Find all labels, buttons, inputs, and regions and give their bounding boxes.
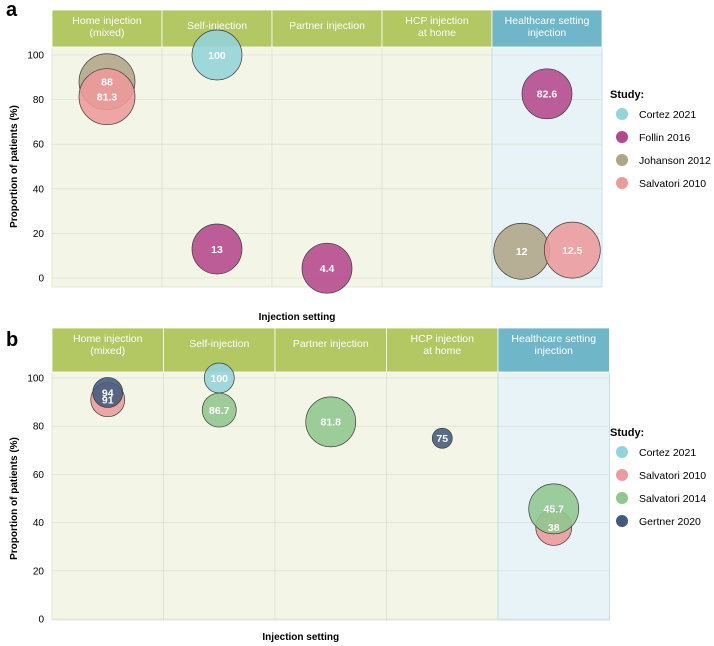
column-header-label: (mixed) — [89, 27, 124, 39]
x-axis-title: Injection setting — [262, 632, 339, 643]
column-header-bg — [51, 327, 164, 373]
column-header-bg — [497, 327, 610, 373]
column-header-bg — [381, 9, 493, 48]
y-axis-title: Proportion of patients (%) — [9, 437, 20, 560]
column-header-label: Partner injection — [289, 20, 365, 32]
legend-entry-label: Gertner 2020 — [639, 516, 701, 528]
legend-swatch — [616, 446, 628, 458]
legend-swatch — [616, 108, 628, 120]
bubble-data-label: 81.3 — [97, 92, 118, 104]
bubble-data-label: 100 — [210, 373, 228, 385]
bubble-data-label: 38 — [548, 522, 560, 534]
column-header-label: Self-injection — [189, 338, 249, 350]
bubble-data-label: 12 — [516, 246, 528, 258]
bubble-point — [301, 242, 353, 294]
legend-swatch — [616, 492, 628, 504]
column-header-bg — [271, 9, 383, 48]
legend-entry-label: Cortez 2021 — [639, 109, 696, 121]
bubble-data-label: 86.7 — [209, 405, 230, 417]
bubble-point — [521, 68, 573, 120]
legend-swatch — [616, 154, 628, 166]
bubble-data-label: 4.4 — [320, 263, 335, 275]
legend-title: Study: — [610, 89, 644, 101]
x-axis-title: Injection setting — [259, 312, 336, 323]
bubble-data-label: 75 — [436, 433, 448, 445]
column-header-bg — [51, 9, 163, 48]
bubble-data-label: 100 — [208, 50, 226, 62]
legend-swatch — [616, 469, 628, 481]
bubble-point — [528, 483, 580, 535]
y-tick-label: 100 — [27, 374, 44, 385]
bubble-data-label: 45.7 — [544, 504, 565, 516]
column-header-label: injection — [534, 345, 573, 357]
panel-letter: b — [6, 329, 18, 351]
legend-title: Study: — [610, 427, 644, 439]
y-tick-label: 60 — [33, 470, 45, 481]
legend-entry-label: Follin 2016 — [639, 132, 691, 144]
y-tick-label: 0 — [38, 274, 44, 285]
bubble-data-label: 82.6 — [537, 89, 558, 101]
column-header-label: at home — [418, 27, 456, 39]
bubble-point — [92, 377, 124, 408]
legend-swatch — [616, 515, 628, 527]
bubble-point — [543, 221, 601, 279]
bubble-data-label: 91 — [102, 394, 114, 406]
column-header-label: HCP injection — [405, 15, 469, 27]
bubble-point — [201, 392, 237, 428]
legend-swatch — [616, 131, 628, 143]
column-header-label: at home — [423, 345, 461, 357]
y-tick-label: 20 — [33, 566, 45, 577]
y-tick-label: 80 — [33, 422, 45, 433]
plot-column-bg — [386, 371, 499, 621]
bubble-data-label: 94 — [102, 387, 114, 399]
legend-entry-label: Salvatori 2014 — [639, 493, 706, 505]
panel-letter: a — [6, 0, 18, 21]
bubble-data-label: 12.5 — [562, 245, 583, 257]
plot-column-bg — [381, 46, 493, 288]
column-header-label: injection — [528, 27, 567, 39]
chart-panel-b: b Home injection(mixed) Self-injection Part… — [6, 327, 706, 643]
bubble-point — [191, 223, 243, 275]
y-tick-label: 100 — [27, 51, 44, 62]
legend-swatch — [616, 177, 628, 189]
y-tick-label: 80 — [33, 95, 45, 106]
bubble-point — [78, 68, 136, 126]
y-axis-title: Proportion of patients (%) — [9, 105, 20, 228]
column-header-label: (mixed) — [90, 345, 125, 357]
column-header-label: Partner injection — [293, 338, 369, 350]
bubble-point — [305, 396, 357, 448]
y-tick-label: 40 — [33, 184, 45, 195]
column-header-bg — [491, 9, 603, 48]
column-header-bg — [163, 327, 276, 373]
y-tick-label: 60 — [33, 140, 45, 151]
bubble-data-label: 13 — [211, 244, 223, 256]
bubble-data-label: 81.8 — [321, 417, 342, 429]
y-tick-label: 0 — [38, 615, 44, 626]
column-header-bg — [274, 327, 387, 373]
legend-entry-label: Cortez 2021 — [639, 447, 696, 459]
legend-entry-label: Salvatori 2010 — [639, 470, 706, 482]
chart-panel-a: a Home injection(mixed) Self-injection Part… — [6, 0, 711, 323]
legend-entry-label: Johanson 2012 — [639, 155, 711, 167]
bubble-data-label: 88 — [101, 77, 113, 89]
column-header-label: Healthcare setting — [511, 333, 596, 345]
column-header-label: HCP injection — [411, 333, 475, 345]
y-tick-label: 20 — [33, 229, 45, 240]
column-header-label: Home injection — [73, 333, 143, 345]
column-header-bg — [386, 327, 499, 373]
column-header-label: Healthcare setting — [505, 15, 590, 27]
legend-entry-label: Salvatori 2010 — [639, 178, 706, 190]
bubble-point — [191, 29, 243, 81]
y-tick-label: 40 — [33, 518, 45, 529]
column-header-label: Self-injection — [187, 20, 247, 32]
bubble-point — [431, 427, 453, 449]
column-header-label: Home injection — [72, 15, 142, 27]
